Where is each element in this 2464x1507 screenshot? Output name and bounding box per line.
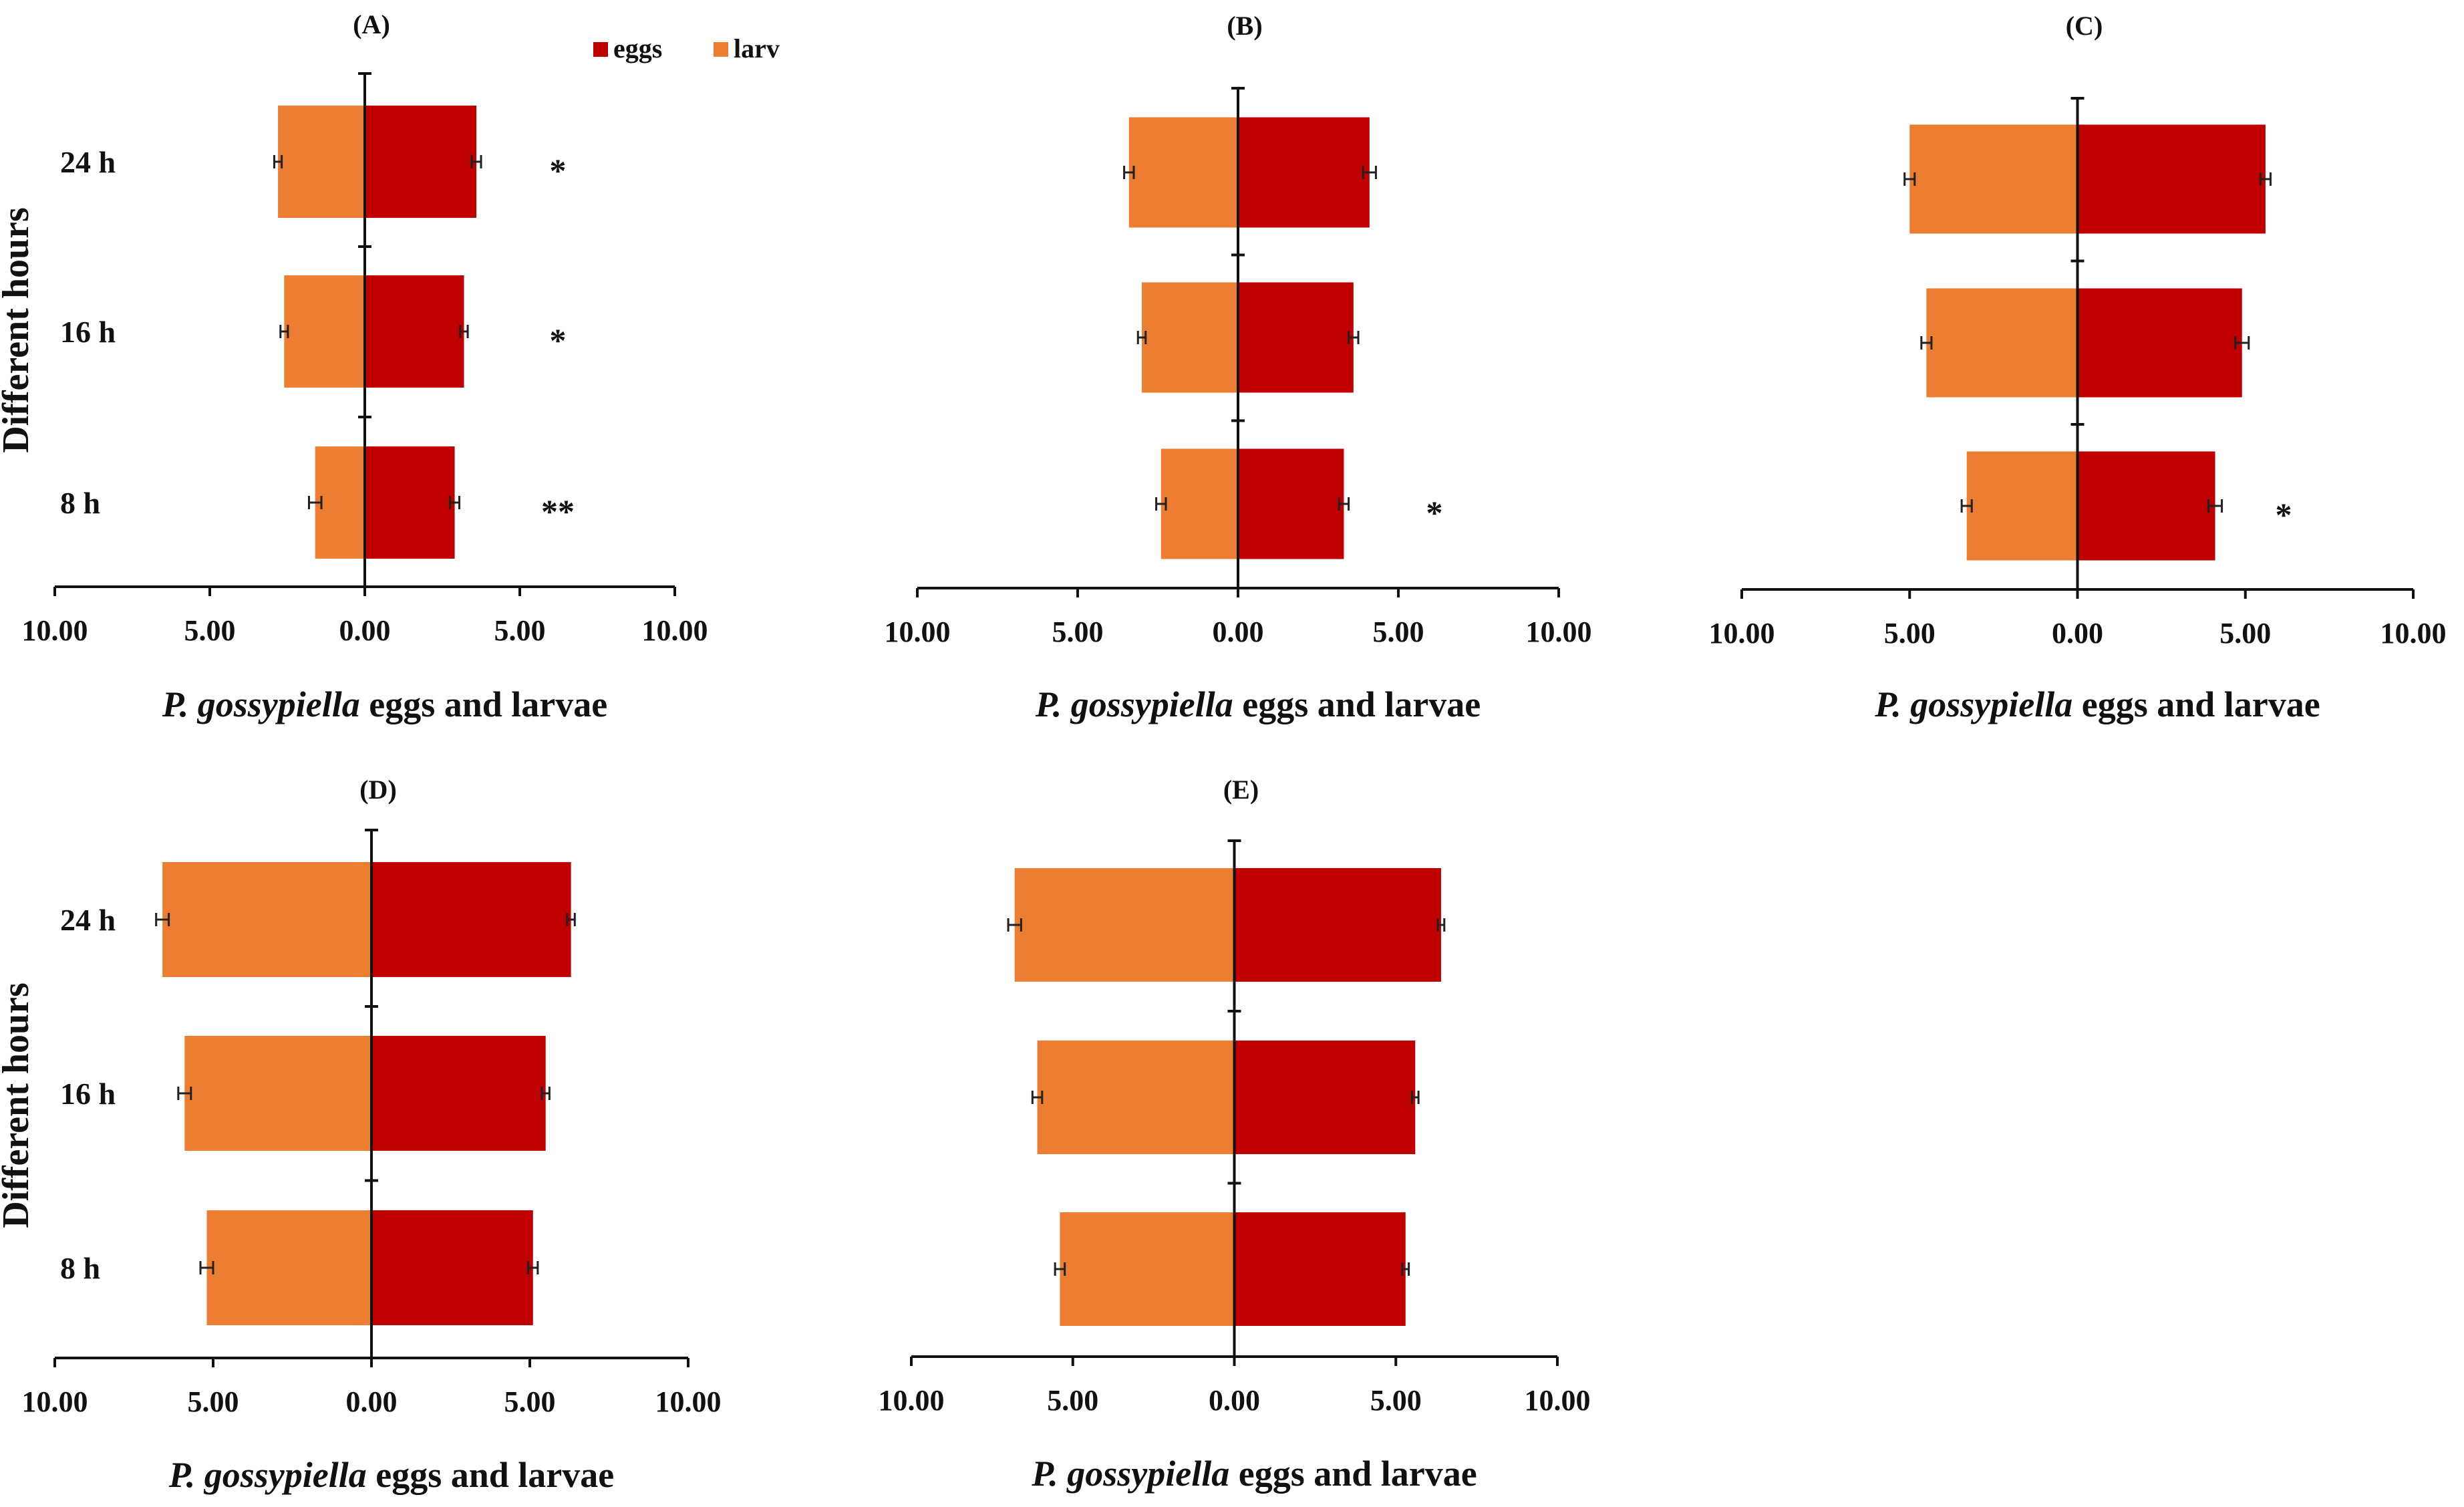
y-axis-label: Different hours (0, 207, 37, 453)
bar-eggs (1238, 282, 1354, 393)
bar-eggs (1234, 868, 1441, 982)
x-tick-label: 5.00 (184, 614, 236, 647)
bar-larv (1966, 451, 2078, 561)
category-label: 8 h (60, 486, 100, 520)
legend-label-larv: larv (734, 33, 780, 63)
x-tick-label: 0.00 (2052, 617, 2103, 650)
panel-title: (D) (359, 775, 397, 805)
panel-b: (B) * 10.00 5.00 0.00 5.00 10.00 P. gossypiella… (885, 11, 1592, 724)
bar-eggs (1234, 1212, 1406, 1326)
bar-larv (1014, 868, 1235, 982)
bar-larv (1909, 124, 2078, 234)
panel-d: (D) 24 h 16 h 8 h 10.00 5.00 0.00 5.00 10.00 P. g… (0, 775, 722, 1495)
bar-eggs (1234, 1041, 1416, 1154)
x-tick-label: 0.00 (1213, 615, 1264, 648)
bar-eggs (365, 275, 464, 388)
x-axis-label-rest: eggs and larvae (1229, 1454, 1477, 1494)
bar-eggs (371, 1210, 533, 1325)
legend-label-eggs: eggs (613, 33, 662, 63)
bar-larv (162, 862, 371, 977)
bar-eggs (2077, 451, 2215, 561)
x-tick-label: 10.00 (879, 1384, 945, 1417)
category-label: 8 h (60, 1251, 100, 1285)
bar-eggs (2077, 124, 2266, 234)
x-tick-label: 5.00 (1047, 1384, 1098, 1417)
y-axis-label: Different hours (0, 982, 37, 1228)
x-tick-label: 5.00 (1373, 615, 1424, 648)
x-axis-label: P. gossypiella eggs and larvae (1035, 684, 1481, 724)
panel-title: (C) (2066, 11, 2103, 41)
x-axis-label-species: P. gossypiella (1031, 1454, 1229, 1494)
bar-larv (1037, 1041, 1235, 1154)
category-label: 16 h (60, 315, 116, 349)
panel-title: (E) (1223, 775, 1259, 805)
x-tick-label: 10.00 (2380, 617, 2447, 650)
x-axis-label-rest: eggs and larvae (1233, 684, 1481, 724)
x-tick-label: 10.00 (1526, 615, 1592, 648)
panel-c: (C) * 10.00 5.00 0.00 5.00 10.00 P. gossypiella… (1709, 11, 2447, 724)
bar-larv (184, 1036, 371, 1151)
x-axis-label-rest: eggs and larvae (367, 1455, 615, 1495)
x-axis-label-species: P. gossypiella (162, 684, 360, 724)
x-axis-label-species: P. gossypiella (1874, 684, 2072, 724)
significance-marker: ** (541, 493, 575, 530)
x-tick-label: 10.00 (1525, 1384, 1591, 1417)
significance-marker: * (550, 152, 567, 189)
x-tick-label: 0.00 (339, 614, 391, 647)
x-axis-label: P. gossypiella eggs and larvae (162, 684, 608, 724)
x-tick-label: 10.00 (655, 1385, 722, 1418)
bar-larv (206, 1210, 371, 1325)
x-tick-label: 10.00 (22, 614, 88, 647)
bar-eggs (365, 446, 455, 559)
x-tick-label: 5.00 (1052, 615, 1104, 648)
bar-larv (1128, 117, 1238, 228)
bar-larv (278, 106, 365, 218)
x-tick-label: 10.00 (885, 615, 951, 648)
x-tick-label: 10.00 (22, 1385, 88, 1418)
x-axis-label-species: P. gossypiella (168, 1455, 367, 1495)
bar-eggs (1238, 448, 1344, 559)
category-label: 24 h (60, 903, 116, 937)
x-axis-label: P. gossypiella eggs and larvae (168, 1455, 615, 1495)
x-tick-label: 0.00 (346, 1385, 398, 1418)
legend: eggs larv (593, 33, 780, 63)
panel-e: (E) 10.00 5.00 0.00 5.00 10.00 P. gossypiella … (879, 775, 1591, 1494)
x-axis-label: P. gossypiella eggs and larvae (1031, 1454, 1477, 1494)
panel-title: (A) (353, 9, 390, 39)
bar-eggs (2077, 288, 2242, 398)
bar-larv (284, 275, 365, 388)
bar-larv (1060, 1212, 1235, 1326)
legend-swatch-larv (714, 42, 728, 57)
significance-marker: * (2276, 496, 2292, 533)
panel-a: (A) 24 h * 16 h * 8 h ** 10.00 5.00 0.00 5.00 10.00… (0, 9, 708, 724)
bar-larv (1161, 448, 1238, 559)
x-tick-label: 10.00 (642, 614, 708, 647)
legend-swatch-eggs (593, 42, 608, 57)
bar-larv (315, 446, 365, 559)
bar-eggs (1238, 117, 1370, 228)
bar-eggs (371, 862, 571, 977)
significance-marker: * (550, 321, 567, 359)
x-tick-label: 0.00 (1209, 1384, 1260, 1417)
bar-larv (1142, 282, 1238, 393)
x-tick-label: 5.00 (188, 1385, 239, 1418)
significance-marker: * (1426, 494, 1443, 531)
x-axis-label-species: P. gossypiella (1035, 684, 1233, 724)
x-axis-label-rest: eggs and larvae (360, 684, 608, 724)
bar-eggs (371, 1036, 546, 1151)
category-label: 24 h (60, 145, 116, 179)
x-axis-label: P. gossypiella eggs and larvae (1874, 684, 2320, 724)
bar-eggs (365, 106, 477, 218)
x-tick-label: 5.00 (1884, 617, 1936, 650)
x-tick-label: 5.00 (504, 1385, 556, 1418)
x-axis-label-rest: eggs and larvae (2072, 684, 2320, 724)
panel-title: (B) (1227, 11, 1262, 41)
x-tick-label: 10.00 (1709, 617, 1775, 650)
x-tick-label: 5.00 (494, 614, 546, 647)
x-tick-label: 5.00 (2219, 617, 2271, 650)
x-tick-label: 5.00 (1370, 1384, 1422, 1417)
bar-larv (1926, 288, 2078, 398)
category-label: 16 h (60, 1077, 116, 1111)
